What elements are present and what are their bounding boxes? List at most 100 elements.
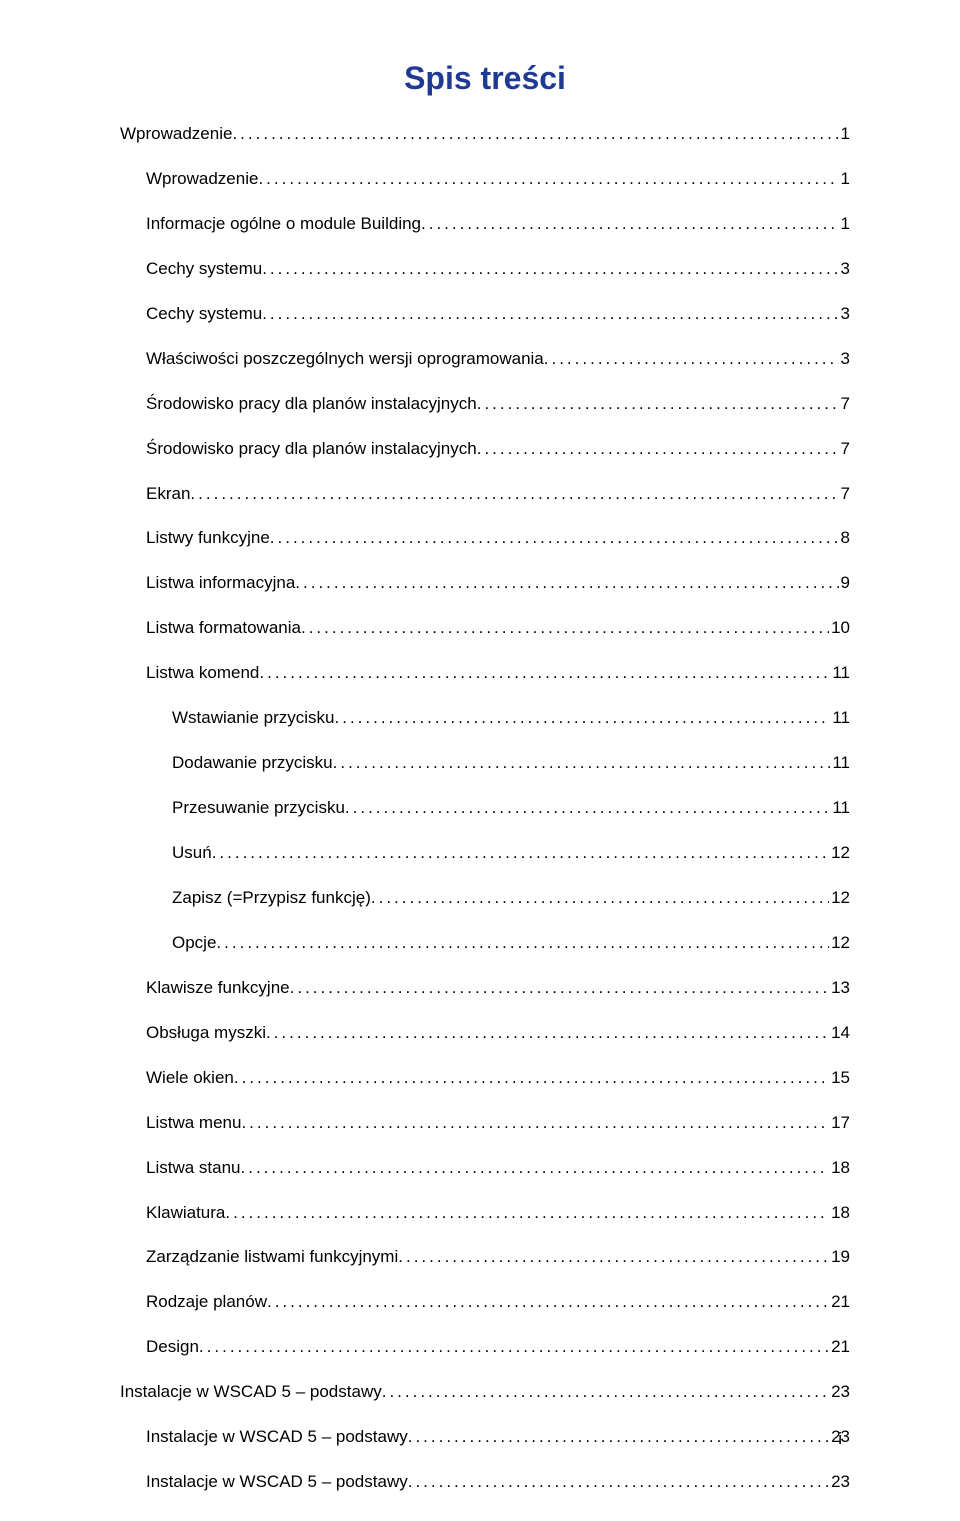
toc-entry: Cechy systemu 3 [120,258,850,281]
toc-dot-leader [262,303,838,326]
toc-entry-label: Listwa komend [146,662,259,685]
toc-entry-page: 1 [839,123,850,146]
toc-entry: Zapisz (=Przypisz funkcję) 12 [120,887,850,910]
toc-dot-leader [477,438,839,461]
toc-entry-page: 8 [839,527,850,550]
toc-entry-page: 1 [839,168,850,191]
toc-entry-label: Listwa menu [146,1112,241,1135]
toc-list: Wprowadzenie 1Wprowadzenie 1Informacje o… [120,123,850,1494]
toc-dot-leader [345,797,830,820]
toc-dot-leader [408,1471,829,1494]
toc-entry-page: 1 [839,213,850,236]
toc-dot-leader [301,617,829,640]
toc-dot-leader [371,887,829,910]
toc-entry-label: Listwa formatowania [146,617,301,640]
toc-entry-page: 23 [829,1381,850,1404]
toc-entry-page: 21 [829,1291,850,1314]
toc-entry-label: Cechy systemu [146,258,262,281]
toc-entry-page: 7 [839,483,850,506]
toc-entry-label: Środowisko pracy dla planów instalacyjny… [146,438,477,461]
toc-entry: Zarządzanie listwami funkcyjnymi 19 [120,1246,850,1269]
toc-entry: Listwy funkcyjne 8 [120,527,850,550]
toc-dot-leader [262,258,838,281]
toc-dot-leader [241,1157,830,1180]
toc-entry-page: 7 [839,438,850,461]
toc-entry-label: Usuń [172,842,212,865]
toc-entry-label: Wstawianie przycisku [172,707,335,730]
toc-dot-leader [216,932,829,955]
toc-title: Spis treści [120,60,850,97]
toc-dot-leader [259,662,830,685]
toc-dot-leader [295,572,838,595]
toc-entry-page: 15 [829,1067,850,1090]
toc-entry: Listwa menu 17 [120,1112,850,1135]
toc-entry-label: Zarządzanie listwami funkcyjnymi [146,1246,398,1269]
toc-entry-label: Zapisz (=Przypisz funkcję) [172,887,371,910]
toc-entry: Instalacje w WSCAD 5 – podstawy 23 [120,1471,850,1494]
toc-entry-label: Środowisko pracy dla planów instalacyjny… [146,393,477,416]
toc-entry-label: Dodawanie przycisku [172,752,333,775]
toc-dot-leader [199,1336,829,1359]
toc-entry-label: Klawiatura [146,1202,225,1225]
toc-entry-label: Wprowadzenie [120,123,232,146]
toc-entry-page: 11 [830,707,850,730]
toc-entry-label: Rodzaje planów [146,1291,267,1314]
toc-entry-page: 18 [829,1202,850,1225]
toc-dot-leader [266,1022,829,1045]
toc-entry: Środowisko pracy dla planów instalacyjny… [120,438,850,461]
toc-dot-leader [258,168,838,191]
toc-entry: Właściwości poszczególnych wersji oprogr… [120,348,850,371]
toc-entry: Wprowadzenie 1 [120,123,850,146]
toc-dot-leader [333,752,831,775]
toc-entry: Instalacje w WSCAD 5 – podstawy 23 [120,1426,850,1449]
toc-dot-leader [267,1291,829,1314]
toc-entry-label: Opcje [172,932,216,955]
toc-dot-leader [421,213,839,236]
page-number: i [838,1429,842,1449]
toc-entry-page: 11 [830,752,850,775]
toc-entry-page: 10 [829,617,850,640]
toc-entry-page: 12 [829,932,850,955]
toc-dot-leader [270,527,839,550]
toc-entry-page: 14 [829,1022,850,1045]
toc-entry-page: 9 [839,572,850,595]
toc-entry-label: Ekran [146,483,190,506]
toc-entry-page: 11 [830,797,850,820]
toc-entry: Listwa formatowania 10 [120,617,850,640]
toc-entry: Opcje 12 [120,932,850,955]
toc-entry-page: 12 [829,842,850,865]
toc-entry: Wstawianie przycisku 11 [120,707,850,730]
toc-entry: Obsługa myszki 14 [120,1022,850,1045]
toc-entry: Klawiatura 18 [120,1202,850,1225]
toc-entry-page: 21 [829,1336,850,1359]
toc-entry: Dodawanie przycisku 11 [120,752,850,775]
toc-entry-page: 12 [829,887,850,910]
toc-entry: Listwa informacyjna 9 [120,572,850,595]
toc-entry-label: Instalacje w WSCAD 5 – podstawy [120,1381,382,1404]
toc-dot-leader [225,1202,829,1225]
toc-entry: Wprowadzenie 1 [120,168,850,191]
toc-entry-page: 19 [829,1246,850,1269]
toc-entry: Instalacje w WSCAD 5 – podstawy 23 [120,1381,850,1404]
toc-entry-label: Listwa stanu [146,1157,241,1180]
toc-entry-page: 3 [839,258,850,281]
toc-dot-leader [382,1381,829,1404]
toc-entry: Usuń 12 [120,842,850,865]
toc-entry-label: Właściwości poszczególnych wersji oprogr… [146,348,544,371]
toc-dot-leader [190,483,838,506]
toc-dot-leader [408,1426,829,1449]
toc-dot-leader [477,393,839,416]
toc-entry-page: 3 [839,348,850,371]
toc-entry-page: 13 [829,977,850,1000]
document-page: Spis treści Wprowadzenie 1Wprowadzenie 1… [0,0,960,1521]
toc-entry-label: Instalacje w WSCAD 5 – podstawy [146,1426,408,1449]
toc-entry-label: Cechy systemu [146,303,262,326]
toc-entry: Listwa stanu 18 [120,1157,850,1180]
toc-dot-leader [544,348,839,371]
toc-entry-page: 11 [830,662,850,685]
toc-entry-label: Instalacje w WSCAD 5 – podstawy [146,1471,408,1494]
toc-entry: Rodzaje planów 21 [120,1291,850,1314]
toc-entry-label: Klawisze funkcyjne [146,977,290,1000]
toc-entry-page: 17 [829,1112,850,1135]
toc-entry: Informacje ogólne o module Building 1 [120,213,850,236]
